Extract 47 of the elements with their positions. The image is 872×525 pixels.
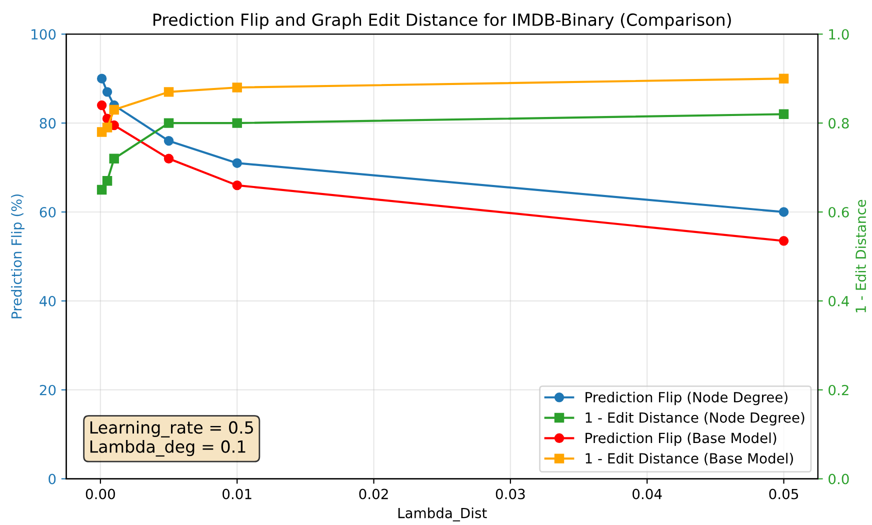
y2-tick-label: 0.8 [828,118,849,129]
point [778,207,789,217]
point [102,122,112,132]
point [778,74,789,84]
y2-tick-label: 0.4 [828,296,849,306]
y2-tick-label: 0.2 [828,384,848,396]
chart-title: Prediction Flip and Graph Edit Distance for IMDB-Binary (Comparison) [154,13,731,30]
point [102,87,112,97]
y2-tick-label: 1.0 [829,29,849,40]
x-tick-label: 0.01 [222,488,252,500]
legend-label: 1 - Edit Distance (Node Degree) [586,412,804,426]
y2-tick-label: 0.6 [828,206,849,218]
point [164,118,174,128]
x-tick-label: 0.02 [359,488,388,500]
x-tick-label: 0.03 [496,488,525,500]
x-axis-title: Lambda_Dist [398,508,487,522]
point [96,100,107,110]
y2-tick-label: 0.0 [828,474,849,484]
point [164,136,174,146]
point [102,176,112,186]
x-tick-label: 0.00 [86,488,115,500]
legend-label: 1 - Edit Distance (Base Model) [586,452,793,466]
point [96,74,107,84]
legend-label: Prediction Flip (Node Degree) [586,392,788,406]
y-tick-label: 20 [40,384,56,396]
y-tick-label: 60 [40,206,56,218]
y2-axis-title: 1 - Edit Distance [855,200,866,312]
point [778,236,789,246]
point [232,82,242,92]
point [232,118,242,128]
point [164,154,174,164]
point [109,154,119,164]
point [164,87,174,97]
point [96,184,107,195]
x-tick-label: 0.05 [769,488,798,500]
point [109,104,119,115]
y-tick-label: 100 [32,29,56,40]
y-tick-label: 80 [40,118,56,129]
y-axis-title: Prediction Flip (%) [11,194,24,318]
point [232,158,242,168]
x-tick-label: 0.04 [632,488,662,500]
y-tick-label: 0 [48,474,56,484]
annotation: Learning_rate = 0.5 Lambda_deg = 0.1 [90,420,253,457]
point [232,180,242,190]
point [778,109,789,120]
legend-label: Prediction Flip (Base Model) [586,432,776,446]
y-tick-label: 40 [40,296,56,306]
